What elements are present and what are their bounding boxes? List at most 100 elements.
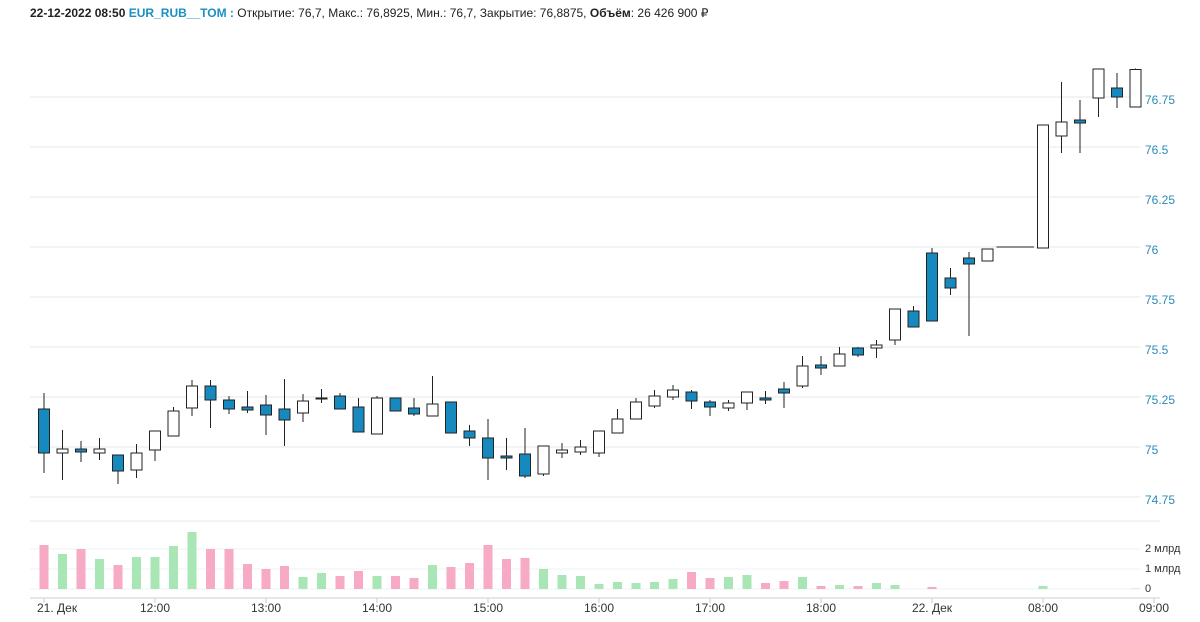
volume-bar [668, 579, 678, 589]
x-tick-label: 17:00 [695, 601, 725, 615]
volume-bar [446, 567, 456, 589]
volume-bar [872, 583, 881, 589]
candle-body [75, 448, 87, 453]
candle-body [963, 257, 975, 265]
quote: Открытие: 76,7, Макс.: 76,8925, Мин.: 76… [237, 6, 587, 20]
header: 22-12-2022 08:50 EUR_RUB__TOM : Открытие… [30, 6, 708, 20]
candle-body [648, 395, 661, 407]
volume-bar [280, 566, 289, 589]
candle-body [297, 400, 309, 414]
volume-tick-label: 0 [1145, 583, 1151, 595]
volume-bar [520, 558, 530, 589]
candle-body [630, 401, 642, 420]
y-tick-label: 76.25 [1145, 193, 1175, 207]
candle-body [759, 397, 772, 401]
candle-body [981, 248, 994, 262]
candle-body [926, 252, 938, 322]
candle-body [667, 389, 679, 398]
y-tick-label: 76 [1145, 243, 1159, 257]
volume-bar [224, 549, 234, 589]
volume-bar [594, 584, 604, 589]
volume-label: Объём [589, 6, 631, 20]
x-tick-label: 18:00 [806, 601, 836, 615]
volume-bar [761, 583, 770, 589]
candle-body [93, 448, 106, 454]
candle-body [870, 344, 883, 349]
volume-bar [298, 577, 308, 589]
y-tick-label: 75.25 [1145, 393, 1175, 407]
volume-tick-label: 2 млрд [1145, 543, 1181, 555]
candle-body [852, 347, 864, 356]
volume-bar [816, 586, 826, 589]
y-tick-label: 75 [1145, 443, 1159, 457]
x-tick-label: 22. Дек [912, 601, 953, 615]
volume-bar [1131, 588, 1140, 589]
date: 22-12-2022 08:50 [30, 6, 126, 20]
x-tick-label: 16:00 [584, 601, 614, 615]
volume-bar [428, 565, 437, 589]
volume-bar [335, 576, 345, 589]
candle-body [944, 277, 957, 289]
candle-body [519, 453, 531, 477]
candle-body [167, 410, 180, 437]
volume-bar [76, 549, 86, 589]
volume-bar [58, 554, 67, 589]
x-tick-label: 21. Дек [37, 601, 78, 615]
candle-body [278, 408, 291, 421]
volume-bar [206, 549, 215, 589]
candle-body [741, 391, 753, 404]
volume-bar [576, 576, 585, 589]
candle-body [704, 401, 716, 408]
candle-body [833, 353, 846, 367]
volume-bar [391, 576, 400, 589]
candle-body [907, 310, 920, 328]
y-tick-label: 74.75 [1145, 493, 1175, 507]
candle-body [778, 388, 790, 394]
volume-bar [39, 545, 49, 589]
candle-body [1129, 69, 1142, 108]
volume-bar [613, 582, 622, 589]
candle-body [1111, 87, 1123, 98]
volume-bar [317, 573, 326, 589]
volume-bar [539, 569, 548, 589]
volume-bar [724, 577, 733, 589]
volume-bar [187, 532, 197, 589]
candle-body [130, 452, 143, 471]
volume-bar [631, 583, 641, 589]
candle-body [204, 385, 217, 401]
volume-bar [650, 582, 659, 589]
volume-bar [372, 576, 382, 589]
volume-text: : 26 426 900 ₽ [630, 6, 709, 20]
volume-bar [354, 571, 363, 589]
candle-body [1092, 68, 1105, 99]
candle-body [815, 364, 827, 369]
volume-bar [483, 545, 493, 589]
volume-bar [705, 578, 715, 589]
candle-body [611, 418, 624, 434]
candle-body [408, 407, 420, 415]
volume-bar [927, 587, 937, 589]
volume-tick-label: 1 млрд [1145, 563, 1181, 575]
candle-body [722, 402, 735, 409]
candle-body [38, 408, 50, 454]
volume-bar [742, 575, 752, 589]
volume-bar [409, 578, 419, 589]
candle-body [352, 406, 365, 433]
volume-bar [853, 586, 863, 589]
candle-body [556, 449, 568, 454]
volume-bar [798, 577, 807, 589]
volume-bar [150, 557, 160, 589]
candle-body [260, 404, 272, 416]
x-tick-label: 15:00 [473, 601, 503, 615]
candle-body [112, 454, 124, 472]
volume-bar [687, 572, 696, 589]
candle-body [1037, 124, 1049, 249]
x-tick-label: 09:00 [1139, 601, 1169, 615]
x-tick-label: 08:00 [1028, 601, 1058, 615]
volume-bar [261, 569, 271, 589]
candle-body [593, 430, 605, 454]
volume-bar [502, 559, 511, 589]
y-tick-label: 76.75 [1145, 93, 1175, 107]
